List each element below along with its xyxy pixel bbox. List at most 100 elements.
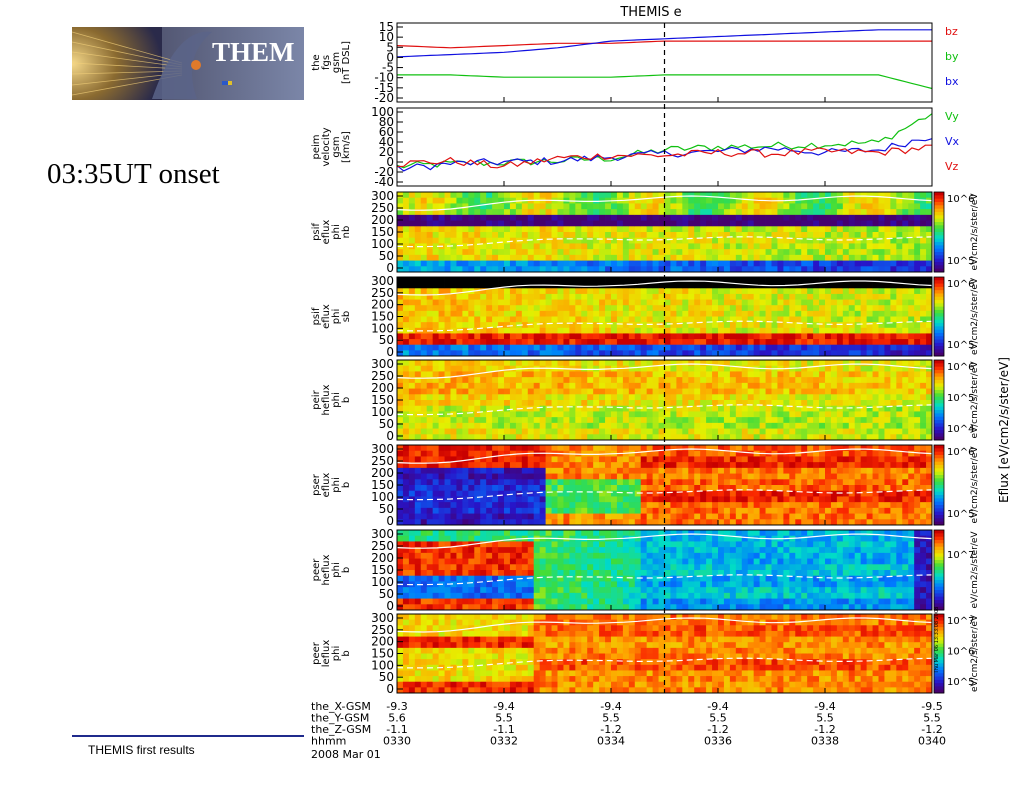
spectro-cell bbox=[521, 502, 529, 509]
spectro-cell bbox=[432, 260, 440, 267]
spectro-cell bbox=[486, 394, 493, 401]
spectro-cell bbox=[771, 382, 778, 389]
spectro-cell bbox=[884, 299, 891, 306]
spectro-cell bbox=[539, 360, 547, 367]
spectro-cell bbox=[480, 237, 487, 244]
colorbar-step bbox=[934, 400, 944, 404]
spectro-cell bbox=[712, 388, 719, 395]
colorbar-step bbox=[934, 342, 944, 347]
spectro-cell bbox=[468, 220, 475, 227]
spectro-cell bbox=[795, 288, 802, 295]
spectro-cell bbox=[777, 344, 784, 351]
spectro-cell bbox=[551, 496, 558, 503]
spectro-cell bbox=[646, 382, 654, 389]
spectro-cell bbox=[444, 232, 451, 239]
spectro-cell bbox=[670, 322, 677, 329]
panel-4: 10^610^5eV/cm2/s/ster/eV3002502001501005… bbox=[311, 274, 980, 359]
spectro-cell bbox=[557, 405, 564, 412]
spectro-cell bbox=[646, 282, 654, 289]
spectro-cell bbox=[492, 277, 499, 284]
spectro-cell bbox=[622, 243, 630, 250]
spectro-cell bbox=[694, 266, 701, 273]
spectro-cell bbox=[557, 485, 564, 492]
spectro-cell bbox=[735, 333, 743, 340]
spectro-cell bbox=[807, 462, 814, 469]
y-tick-label: 40 bbox=[379, 135, 394, 149]
spectro-cell bbox=[397, 507, 404, 514]
spectro-cell bbox=[753, 490, 761, 497]
spectro-cell bbox=[605, 243, 612, 250]
spectro-cell bbox=[658, 327, 665, 334]
y-tick-label: 0 bbox=[386, 261, 394, 275]
spectro-cell bbox=[735, 445, 743, 452]
spectro-cell bbox=[504, 197, 511, 204]
spectro-cell bbox=[646, 360, 654, 367]
spectro-cell bbox=[646, 479, 654, 486]
colorbar-step bbox=[934, 283, 944, 288]
spectro-cell bbox=[450, 305, 457, 312]
spectro-cell bbox=[795, 422, 802, 429]
spectro-cell bbox=[599, 400, 606, 407]
spectro-cell bbox=[759, 496, 766, 503]
spectro-cell bbox=[545, 417, 552, 424]
spectro-cell bbox=[557, 333, 564, 340]
spectro-cell bbox=[498, 327, 505, 334]
spectro-cell bbox=[450, 513, 457, 520]
spectro-cell bbox=[426, 434, 434, 441]
spectro-cell bbox=[825, 249, 832, 256]
spectro-cell bbox=[557, 266, 564, 273]
spectro-cell bbox=[830, 316, 838, 323]
spectro-cell bbox=[884, 400, 891, 407]
spectro-cell bbox=[723, 490, 731, 497]
spectro-cell bbox=[908, 237, 915, 244]
spectro-cell bbox=[450, 519, 457, 526]
spectro-cell bbox=[741, 260, 749, 267]
spectro-cell bbox=[700, 327, 707, 334]
spectro-cell bbox=[926, 411, 933, 418]
spectro-cell bbox=[700, 299, 707, 306]
spectro-cell bbox=[801, 237, 808, 244]
spectro-cell bbox=[450, 467, 457, 474]
spectro-cell bbox=[712, 485, 719, 492]
spectro-cell bbox=[801, 305, 808, 312]
spectro-cell bbox=[866, 405, 873, 412]
spectro-cell bbox=[563, 344, 570, 351]
spectro-cell bbox=[896, 226, 903, 233]
spectro-cell bbox=[676, 428, 683, 435]
spectro-cell bbox=[420, 322, 428, 329]
spectro-cell bbox=[509, 214, 517, 221]
spectro-cell bbox=[640, 485, 648, 492]
spectro-cell bbox=[878, 197, 885, 204]
spectro-cell bbox=[854, 417, 862, 424]
spectro-cell bbox=[706, 422, 713, 429]
spectro-cell bbox=[771, 310, 778, 317]
spectro-cell bbox=[426, 339, 434, 346]
spectro-cell bbox=[480, 249, 487, 256]
spectro-cell bbox=[825, 288, 832, 295]
spectro-cell bbox=[545, 266, 552, 273]
spectro-cell bbox=[616, 254, 624, 261]
spectro-cell bbox=[813, 411, 820, 418]
spectro-cell bbox=[729, 293, 737, 300]
spectro-cell bbox=[926, 260, 933, 267]
colorbar-step bbox=[934, 306, 944, 311]
spectro-cell bbox=[527, 237, 535, 244]
spectro-cell bbox=[492, 422, 499, 429]
spectro-cell bbox=[819, 226, 826, 233]
spectro-cell bbox=[622, 327, 630, 334]
spectro-cell bbox=[723, 333, 731, 340]
spectro-cell bbox=[813, 417, 820, 424]
spectro-cell bbox=[468, 197, 475, 204]
spectro-cell bbox=[795, 322, 802, 329]
spectro-cell bbox=[688, 277, 695, 284]
spectro-cell bbox=[640, 394, 648, 401]
spectro-cell bbox=[914, 400, 921, 407]
spectro-cell bbox=[801, 490, 808, 497]
spectro-cell bbox=[753, 388, 761, 395]
spectro-cell bbox=[628, 316, 636, 323]
spectro-cell bbox=[462, 490, 469, 497]
spectro-cell bbox=[474, 232, 481, 239]
spectro-cell bbox=[420, 456, 428, 463]
spectro-cell bbox=[616, 232, 624, 239]
spectro-cell bbox=[444, 254, 451, 261]
